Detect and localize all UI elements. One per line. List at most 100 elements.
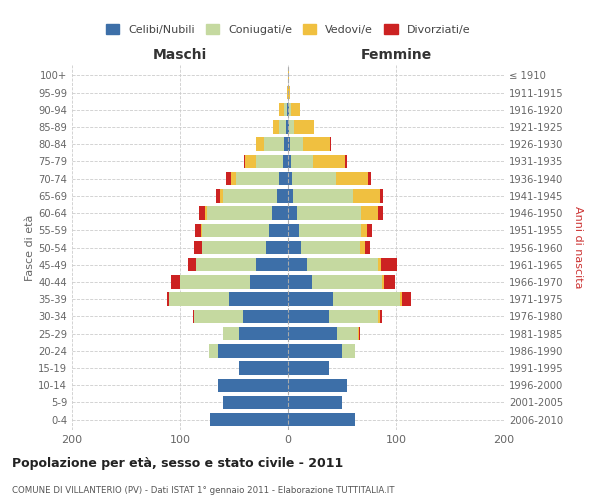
Bar	[288, 396, 342, 409]
Bar	[329, 310, 377, 323]
Bar	[284, 138, 288, 151]
Bar	[242, 310, 288, 323]
Bar	[272, 206, 288, 220]
Bar	[239, 327, 288, 340]
Bar	[380, 310, 382, 323]
Bar	[367, 224, 372, 237]
Y-axis label: Fasce di età: Fasce di età	[25, 214, 35, 280]
Bar	[250, 275, 288, 288]
Bar	[330, 138, 331, 151]
Text: COMUNE DI VILLANTERIO (PV) - Dati ISTAT 1° gennaio 2011 - Elaborazione TUTTITALI: COMUNE DI VILLANTERIO (PV) - Dati ISTAT …	[12, 486, 395, 495]
Bar	[269, 224, 288, 237]
Bar	[288, 362, 329, 374]
Bar	[342, 344, 355, 358]
Bar	[288, 258, 307, 272]
Bar	[280, 172, 288, 186]
Bar	[280, 103, 284, 117]
Bar	[307, 258, 377, 272]
Bar	[289, 120, 295, 134]
Bar	[167, 292, 169, 306]
Bar	[377, 206, 383, 220]
Bar	[220, 189, 223, 202]
Bar	[286, 120, 288, 134]
Bar	[207, 206, 272, 220]
Bar	[273, 120, 280, 134]
Bar	[301, 241, 361, 254]
Bar	[377, 258, 381, 272]
Bar	[205, 206, 207, 220]
Bar	[229, 292, 288, 306]
Bar	[264, 138, 284, 151]
Bar	[266, 241, 288, 254]
Bar	[382, 275, 384, 288]
Text: Femmine: Femmine	[361, 48, 431, 62]
Bar	[188, 258, 196, 272]
Bar	[256, 154, 283, 168]
Bar	[210, 413, 288, 426]
Bar	[172, 275, 180, 288]
Bar	[194, 241, 202, 254]
Bar	[400, 292, 403, 306]
Bar	[345, 154, 347, 168]
Bar	[256, 258, 288, 272]
Bar	[287, 86, 288, 100]
Bar	[288, 310, 329, 323]
Bar	[288, 189, 293, 202]
Bar	[288, 292, 334, 306]
Bar	[226, 172, 231, 186]
Bar	[256, 138, 264, 151]
Bar	[337, 327, 358, 340]
Bar	[223, 189, 277, 202]
Bar	[280, 120, 286, 134]
Bar	[290, 138, 303, 151]
Bar	[288, 275, 312, 288]
Bar	[288, 413, 355, 426]
Bar	[194, 310, 242, 323]
Bar	[288, 138, 290, 151]
Bar	[381, 258, 397, 272]
Bar	[202, 241, 266, 254]
Bar	[384, 275, 395, 288]
Bar	[196, 258, 256, 272]
Bar	[288, 327, 337, 340]
Bar	[334, 292, 400, 306]
Bar	[403, 292, 411, 306]
Bar	[169, 292, 229, 306]
Bar	[288, 120, 289, 134]
Bar	[291, 154, 313, 168]
Bar	[218, 378, 288, 392]
Bar	[223, 396, 288, 409]
Bar	[202, 224, 269, 237]
Bar	[287, 103, 288, 117]
Bar	[180, 275, 250, 288]
Bar	[277, 189, 288, 202]
Bar	[368, 172, 371, 186]
Bar	[292, 172, 335, 186]
Bar	[236, 172, 280, 186]
Bar	[288, 378, 347, 392]
Bar	[303, 138, 330, 151]
Bar	[361, 206, 377, 220]
Bar	[299, 224, 361, 237]
Bar	[288, 344, 342, 358]
Bar	[358, 327, 359, 340]
Text: Maschi: Maschi	[153, 48, 207, 62]
Bar	[361, 224, 367, 237]
Bar	[293, 189, 353, 202]
Bar	[200, 224, 202, 237]
Bar	[193, 310, 194, 323]
Bar	[377, 310, 380, 323]
Bar	[335, 172, 368, 186]
Bar	[288, 172, 292, 186]
Bar	[223, 327, 239, 340]
Bar	[244, 154, 245, 168]
Bar	[195, 224, 200, 237]
Bar	[218, 344, 288, 358]
Y-axis label: Anni di nascita: Anni di nascita	[573, 206, 583, 289]
Bar	[288, 86, 290, 100]
Bar	[245, 154, 256, 168]
Bar	[288, 103, 289, 117]
Bar	[288, 224, 299, 237]
Bar	[231, 172, 236, 186]
Text: Popolazione per età, sesso e stato civile - 2011: Popolazione per età, sesso e stato civil…	[12, 458, 343, 470]
